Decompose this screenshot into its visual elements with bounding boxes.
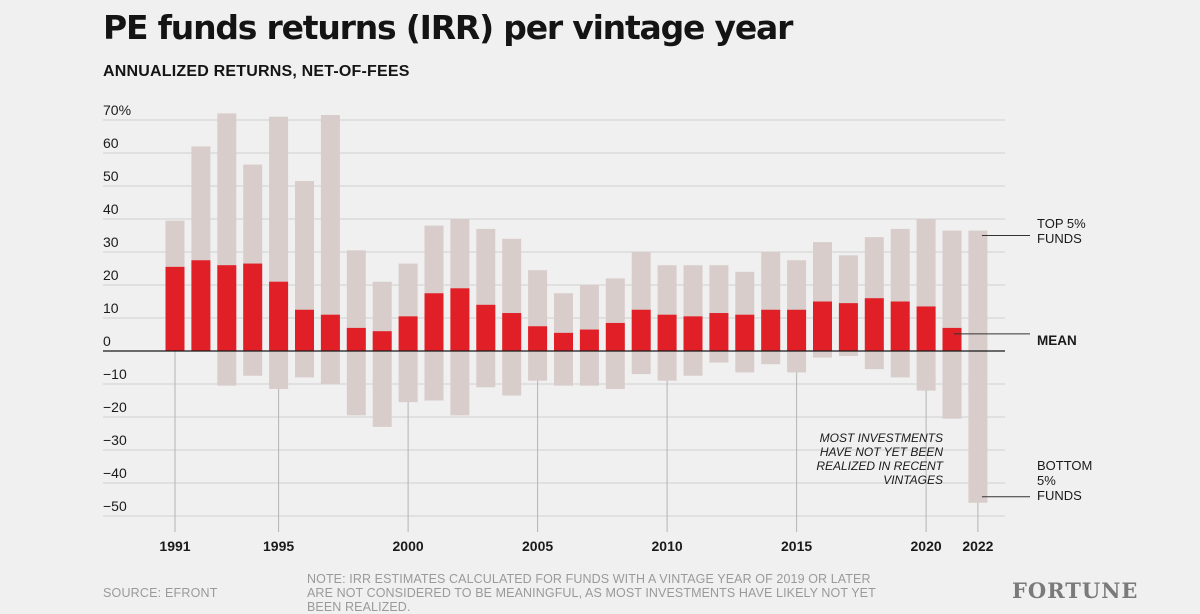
mean-label: MEAN <box>1037 333 1077 348</box>
x-tick-label: 2010 <box>652 538 683 554</box>
mean-bar <box>838 303 858 351</box>
recent-vintages-note: VINTAGES <box>883 473 943 487</box>
mean-bar <box>398 316 418 351</box>
range-bar <box>942 230 962 419</box>
range-bar <box>968 230 988 503</box>
y-tick-label: 70% <box>103 102 131 118</box>
y-tick-label: 60 <box>103 135 119 151</box>
recent-vintages-note: HAVE NOT YET BEEN <box>820 445 943 459</box>
x-tick-label: 2000 <box>393 538 424 554</box>
mean-bar <box>605 322 625 351</box>
mean-bar <box>476 304 496 351</box>
range-bar <box>372 281 392 427</box>
mean-bar <box>450 288 470 351</box>
mean-bar <box>243 263 263 351</box>
mean-bar <box>890 301 910 351</box>
mean-bar <box>631 309 651 351</box>
y-tick-label: 0 <box>103 333 111 349</box>
mean-bar <box>864 298 884 351</box>
y-tick-label: 50 <box>103 168 119 184</box>
top-funds-label: TOP 5% <box>1037 216 1086 231</box>
mean-bar <box>217 265 237 351</box>
recent-vintages-note: REALIZED IN RECENT <box>816 459 944 473</box>
mean-bar <box>295 309 314 351</box>
mean-bar <box>424 293 444 351</box>
y-tick-label: −20 <box>103 399 127 415</box>
mean-bar <box>372 331 392 351</box>
mean-bar <box>813 301 832 351</box>
mean-bar <box>165 266 185 351</box>
mean-bar <box>735 314 755 351</box>
x-tick-label: 1991 <box>159 538 190 554</box>
fortune-logo: FORTUNE <box>1012 578 1139 603</box>
mean-bars <box>165 260 962 351</box>
recent-vintages-note: MOST INVESTMENTS <box>820 431 943 445</box>
mean-bar <box>916 306 936 351</box>
mean-bar <box>320 314 340 351</box>
y-tick-label: −40 <box>103 465 127 481</box>
y-tick-label: 20 <box>103 267 119 283</box>
y-tick-label: 30 <box>103 234 119 250</box>
bottom-funds-label: 5% <box>1037 473 1056 488</box>
bottom-funds-label: FUNDS <box>1037 488 1082 503</box>
x-tick-label: 1995 <box>263 538 294 554</box>
mean-bar <box>761 309 781 351</box>
range-bar <box>528 270 548 381</box>
mean-bar <box>579 329 599 351</box>
top-funds-label: FUNDS <box>1037 231 1082 246</box>
mean-bar <box>683 316 703 351</box>
chart-title: PE funds returns (IRR) per vintage year <box>103 8 793 47</box>
y-tick-label: 40 <box>103 201 119 217</box>
mean-bar <box>269 281 289 351</box>
mean-bar <box>528 326 548 351</box>
y-tick-label: −50 <box>103 498 127 514</box>
mean-bar <box>709 313 729 351</box>
source-note: SOURCE: EFRONT <box>103 586 218 600</box>
x-axis-labels: 1991 1995 2000 2005 2010 2015 2020 2022 <box>159 538 993 554</box>
x-tick-label: 2020 <box>911 538 942 554</box>
mean-bar <box>554 332 573 351</box>
mean-bar <box>787 309 807 351</box>
mean-bar <box>942 327 962 351</box>
range-bar <box>916 219 936 391</box>
mean-bar <box>502 313 522 351</box>
mean-bar <box>191 260 211 351</box>
y-tick-label: 10 <box>103 300 119 316</box>
y-tick-label: −30 <box>103 432 127 448</box>
mean-bar <box>346 327 366 351</box>
chart-subtitle: ANNUALIZED RETURNS, NET-OF-FEES <box>103 63 410 80</box>
bottom-funds-label: BOTTOM <box>1037 458 1092 473</box>
x-tick-label: 2005 <box>522 538 553 554</box>
footnote: NOTE: IRR ESTIMATES CALCULATED FOR FUNDS… <box>307 572 876 614</box>
y-axis-labels: 70% 60 50 40 30 20 10 0 −10 −20 −30 −40 −50 <box>103 102 131 514</box>
x-tick-label: 2015 <box>781 538 812 554</box>
x-tick-label: 2022 <box>962 538 993 554</box>
y-tick-label: −10 <box>103 366 127 382</box>
mean-bar <box>657 314 677 351</box>
